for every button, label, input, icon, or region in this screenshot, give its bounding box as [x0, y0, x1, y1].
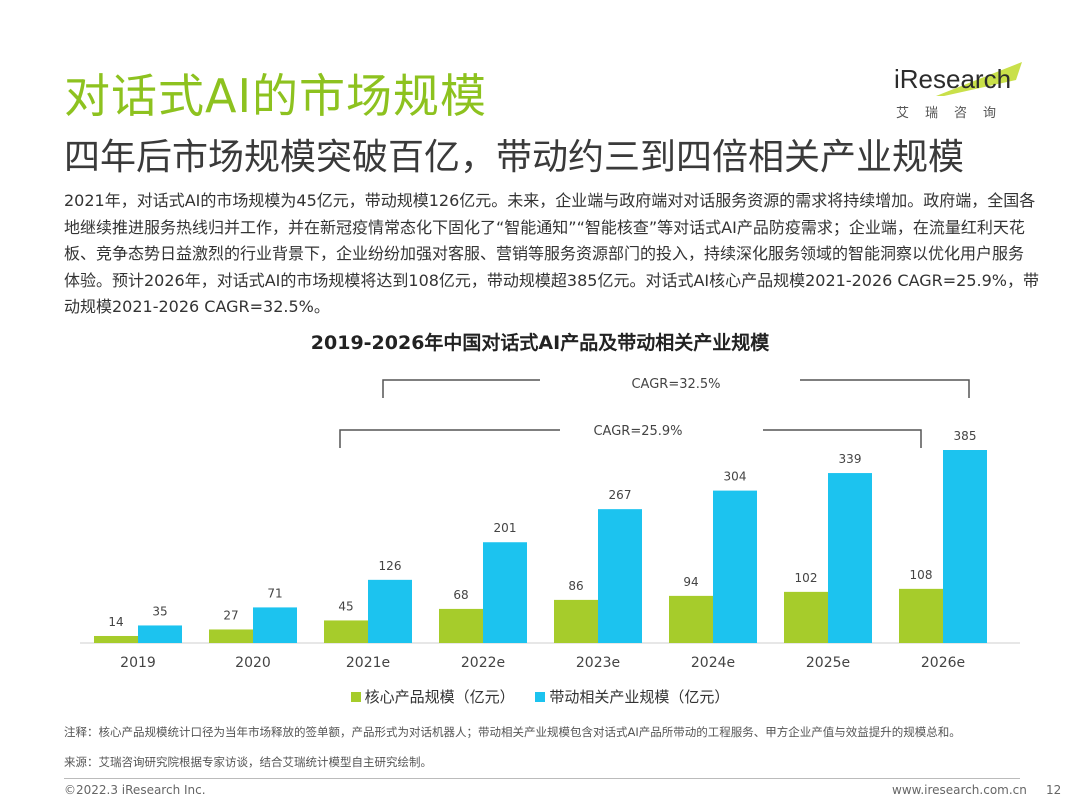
logo-swoosh-icon — [936, 62, 1022, 96]
data-label-core-2021e: 45 — [338, 599, 353, 613]
x-tick-label-2025e: 2025e — [806, 655, 850, 671]
data-label-core-2026e: 108 — [910, 568, 933, 582]
x-tick-label-2024e: 2024e — [691, 655, 735, 671]
data-label-core-2020: 27 — [223, 608, 238, 622]
cagr-bracket-core-right — [763, 429, 922, 448]
cagr-label-core: CAGR=25.9% — [593, 424, 682, 439]
footer-divider — [64, 778, 1020, 779]
bar-core-2021e — [324, 620, 368, 643]
data-label-core-2023e: 86 — [568, 579, 583, 593]
bar-related-2020 — [253, 607, 297, 643]
legend-item-core: 核心产品规模（亿元） — [350, 686, 515, 707]
chart-legend: 核心产品规模（亿元） 带动相关产业规模（亿元） — [0, 686, 1080, 707]
data-label-related-2020: 71 — [267, 586, 282, 600]
legend-swatch-related — [535, 691, 546, 702]
logo-wordmark: iResearch — [894, 64, 1012, 94]
bar-related-2026e — [943, 450, 987, 643]
page-title: 对话式AI的市场规模 — [64, 69, 488, 123]
data-label-core-2025e: 102 — [795, 571, 818, 585]
bar-core-2025e — [784, 591, 828, 643]
data-label-related-2026e: 385 — [954, 429, 977, 443]
bar-core-2026e — [899, 588, 943, 643]
data-label-related-2023e: 267 — [609, 488, 632, 502]
bar-core-2020 — [209, 629, 253, 643]
x-tick-label-2019: 2019 — [120, 655, 156, 671]
legend-label-core: 核心产品规模（亿元） — [364, 688, 515, 706]
cagr-label-related: CAGR=32.5% — [631, 377, 720, 392]
data-label-related-2025e: 339 — [839, 452, 862, 466]
x-tick-label-2023e: 2023e — [576, 655, 620, 671]
bar-related-2023e — [598, 509, 642, 643]
logo-chinese-name: 艾瑞咨询 — [896, 106, 1013, 121]
bar-core-2022e — [439, 608, 483, 643]
cagr-bracket-core-left — [339, 429, 560, 448]
bar-related-2024e — [713, 490, 757, 643]
bar-core-2019 — [94, 635, 138, 643]
bar-related-2022e — [483, 542, 527, 643]
x-tick-label-2026e: 2026e — [921, 655, 965, 671]
data-label-core-2024e: 94 — [683, 575, 698, 589]
summary-paragraph: 2021年，对话式AI的市场规模为45亿元，带动规模126亿元。未来，企业端与政… — [64, 191, 1040, 316]
iresearch-logo: iResearch 艾瑞咨询 — [890, 58, 1030, 128]
data-label-core-2022e: 68 — [453, 588, 468, 602]
data-label-core-2019: 14 — [108, 615, 123, 629]
page-number: 12 — [1046, 783, 1062, 797]
x-tick-label-2022e: 2022e — [461, 655, 505, 671]
chart-title: 2019-2026年中国对话式AI产品及带动相关产业规模 — [310, 332, 770, 354]
bar-core-2023e — [554, 599, 598, 643]
chart-source: 来源：艾瑞咨询研究院根据专家访谈，结合艾瑞统计模型自主研究绘制。 — [64, 755, 432, 769]
footer-copyright: ©2022.3 iResearch Inc. — [64, 783, 206, 797]
legend-item-related: 带动相关产业规模（亿元） — [535, 686, 729, 707]
footer-website: www.iresearch.com.cn — [892, 783, 1027, 797]
data-label-related-2022e: 201 — [494, 521, 517, 535]
bar-related-2021e — [368, 579, 412, 643]
legend-swatch-core — [350, 691, 361, 702]
data-label-related-2019: 35 — [152, 604, 167, 618]
bar-chart: 14 35 2019 27 71 2020 45 126 2021e 68 201 2022e 86 26… — [80, 377, 1020, 671]
bar-related-2019 — [138, 625, 182, 643]
bar-core-2024e — [669, 595, 713, 643]
data-label-related-2021e: 126 — [379, 559, 402, 573]
x-tick-label-2021e: 2021e — [346, 655, 390, 671]
data-label-related-2024e: 304 — [724, 470, 747, 484]
cagr-bracket-related-right — [800, 379, 970, 398]
cagr-bracket-related-left — [382, 379, 540, 398]
bar-related-2025e — [828, 473, 872, 643]
x-tick-label-2020: 2020 — [235, 655, 271, 671]
page-subtitle: 四年后市场规模突破百亿，带动约三到四倍相关产业规模 — [64, 137, 965, 178]
chart-note: 注释：核心产品规模统计口径为当年市场释放的签单额，产品形式为对话机器人；带动相关… — [64, 725, 961, 739]
legend-label-related: 带动相关产业规模（亿元） — [549, 688, 730, 706]
